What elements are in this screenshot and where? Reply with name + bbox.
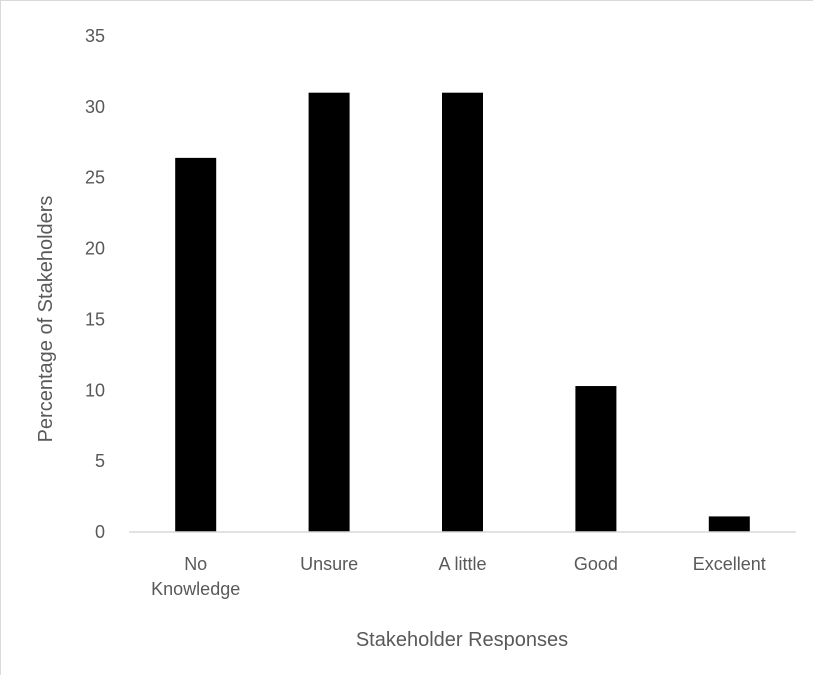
bar xyxy=(575,386,617,532)
y-tick-label: 10 xyxy=(85,380,105,400)
x-tick-label: Good xyxy=(574,554,618,574)
bars xyxy=(175,92,750,533)
y-tick-label: 0 xyxy=(95,522,105,542)
x-tick-label: Excellent xyxy=(693,554,766,574)
y-axis-title: Percentage of Stakeholders xyxy=(35,196,57,443)
x-tick-label-line: Unsure xyxy=(300,554,358,574)
bar xyxy=(708,516,750,532)
x-tick-label-line: No xyxy=(184,554,207,574)
x-tick-label-line: Knowledge xyxy=(151,579,240,599)
x-tick-label-line: Excellent xyxy=(693,554,766,574)
bar xyxy=(308,92,350,532)
y-tick-label: 20 xyxy=(85,239,105,259)
x-tick-label-line: A little xyxy=(438,554,486,574)
y-tick-label: 5 xyxy=(95,451,105,471)
bar xyxy=(175,157,217,533)
bar xyxy=(442,92,483,532)
x-tick-label-line: Good xyxy=(574,554,618,574)
x-axis-title: Stakeholder Responses xyxy=(356,629,568,651)
x-axis-ticks: No Knowledge Unsure A little Good Excellent xyxy=(151,554,766,599)
x-tick-label: A little xyxy=(438,554,486,574)
y-tick-label: 30 xyxy=(85,97,105,117)
x-tick-label: No Knowledge xyxy=(151,554,240,599)
y-axis-ticks: 0 5 10 15 20 25 30 35 xyxy=(85,26,105,542)
y-tick-label: 15 xyxy=(85,309,105,329)
y-tick-label: 25 xyxy=(85,168,105,188)
y-tick-label: 35 xyxy=(85,26,105,46)
x-tick-label: Unsure xyxy=(300,554,358,574)
